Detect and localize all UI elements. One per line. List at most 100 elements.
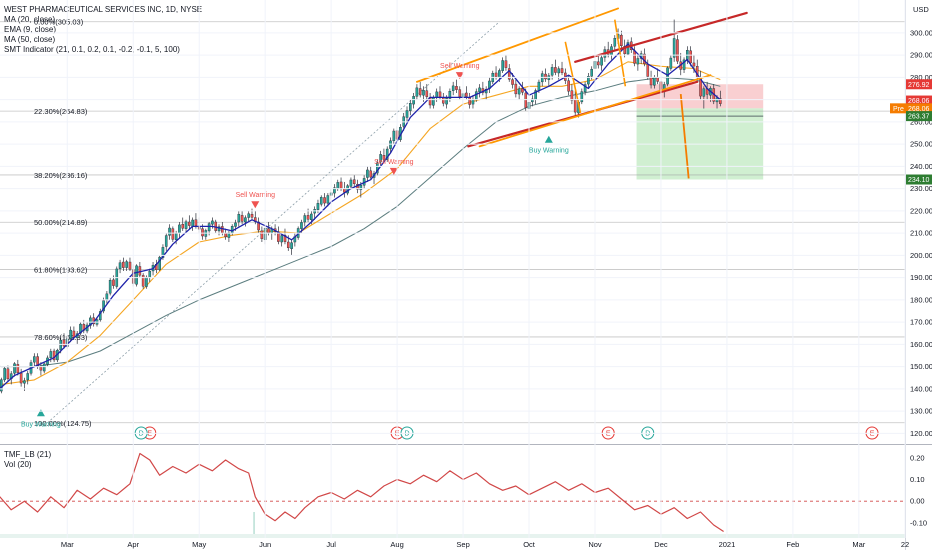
candle-body xyxy=(19,373,23,384)
osc-tick-label: 0.20 xyxy=(910,453,925,462)
candle xyxy=(33,353,36,367)
candle xyxy=(517,86,521,100)
price-label-box xyxy=(906,103,932,114)
candle-body xyxy=(221,226,224,234)
candle-body xyxy=(379,154,382,163)
y-tick-label: 170.00 xyxy=(910,318,932,327)
candle-body xyxy=(557,68,561,74)
candle-body xyxy=(385,148,389,160)
candle-body xyxy=(689,50,692,64)
pre-market-tag-label: Pre xyxy=(893,106,904,113)
candle-body xyxy=(376,162,379,174)
x-tick-label: Jun xyxy=(259,540,271,549)
x-tick-label: Apr xyxy=(127,540,139,549)
candle-body xyxy=(247,213,250,218)
candle-body xyxy=(494,72,498,77)
candle-body xyxy=(108,280,112,294)
candle xyxy=(141,273,145,289)
legend-ma50: MA (50, close) xyxy=(4,35,55,44)
candle-body xyxy=(16,364,20,374)
chart-legend: WEST PHARMACEUTICAL SERVICES INC, 1D, NY… xyxy=(4,5,202,54)
price-label-box xyxy=(906,95,932,106)
candle xyxy=(319,195,323,207)
candle xyxy=(303,213,307,227)
candle xyxy=(108,277,112,296)
y-tick-label: 240.00 xyxy=(910,162,932,171)
y-tick-label: 250.00 xyxy=(910,140,932,149)
candle xyxy=(135,264,138,287)
candle-body xyxy=(122,261,125,268)
candle xyxy=(349,177,353,189)
channel-line xyxy=(415,7,619,83)
sell-signal-marker xyxy=(389,167,398,175)
candle-body xyxy=(260,230,264,239)
candle xyxy=(389,137,392,154)
price-label-text: 234.10 xyxy=(908,177,930,184)
candle-body xyxy=(702,88,706,97)
candle-body xyxy=(343,188,346,193)
candle-body xyxy=(62,339,66,347)
candle-body xyxy=(560,68,564,73)
candle-body xyxy=(415,87,419,97)
candle-body xyxy=(105,293,109,301)
candle-body xyxy=(164,235,168,247)
candle-body xyxy=(451,85,455,91)
candle-body xyxy=(369,170,373,178)
candle-body xyxy=(554,67,557,73)
price-label-text: 268.06 xyxy=(908,98,930,105)
candle-body xyxy=(524,92,528,108)
candle-body xyxy=(653,77,656,86)
candle xyxy=(122,257,125,271)
candle-body xyxy=(13,363,16,374)
ma50-line xyxy=(0,76,721,368)
candle-body xyxy=(432,97,435,106)
candle-body xyxy=(244,217,247,223)
candle-body xyxy=(392,130,396,142)
price-label-text: 268.06 xyxy=(908,106,930,113)
candle-body xyxy=(676,39,679,62)
candle-body xyxy=(438,91,442,98)
candle xyxy=(702,86,706,109)
sell-signal-marker xyxy=(251,201,260,209)
candle-body xyxy=(422,90,425,96)
candle-body xyxy=(646,63,650,77)
event-marker-label: E xyxy=(870,431,875,438)
candle xyxy=(567,75,570,96)
candle xyxy=(560,61,564,76)
candle xyxy=(478,84,481,98)
x-tick-label: Feb xyxy=(786,540,799,549)
chart-title: WEST PHARMACEUTICAL SERVICES INC, 1D, NY… xyxy=(4,5,202,14)
candle-body xyxy=(448,90,452,99)
candle xyxy=(392,128,396,145)
candle-body xyxy=(514,83,518,95)
price-label-text: 276.92 xyxy=(908,82,930,89)
pre-market-tag xyxy=(890,103,906,114)
candle xyxy=(128,257,132,271)
candle xyxy=(636,55,640,71)
candle-body xyxy=(550,67,554,76)
candle-body xyxy=(135,265,138,285)
candle xyxy=(26,371,30,385)
candle-body xyxy=(613,38,617,47)
sell-signal-label: Sell Warning xyxy=(236,192,276,199)
candle xyxy=(247,210,250,222)
fib-label: 78.60%(163.33) xyxy=(34,333,88,342)
candle xyxy=(52,348,56,363)
x-tick-label: Aug xyxy=(390,540,403,549)
candle xyxy=(507,64,511,82)
candle xyxy=(181,217,185,231)
candle-body xyxy=(188,221,191,226)
candle-body xyxy=(310,213,313,220)
event-marker-label: E xyxy=(147,431,152,438)
candle-body xyxy=(0,379,3,392)
candle xyxy=(260,226,264,243)
candle-body xyxy=(316,203,320,210)
x-tick-label: Dec xyxy=(654,540,668,549)
candle-body xyxy=(118,262,122,269)
candle-body xyxy=(441,97,445,104)
candle xyxy=(501,57,504,73)
candle-body xyxy=(158,256,161,271)
candle-body xyxy=(26,373,30,381)
candle xyxy=(613,35,617,51)
candle xyxy=(521,81,524,96)
